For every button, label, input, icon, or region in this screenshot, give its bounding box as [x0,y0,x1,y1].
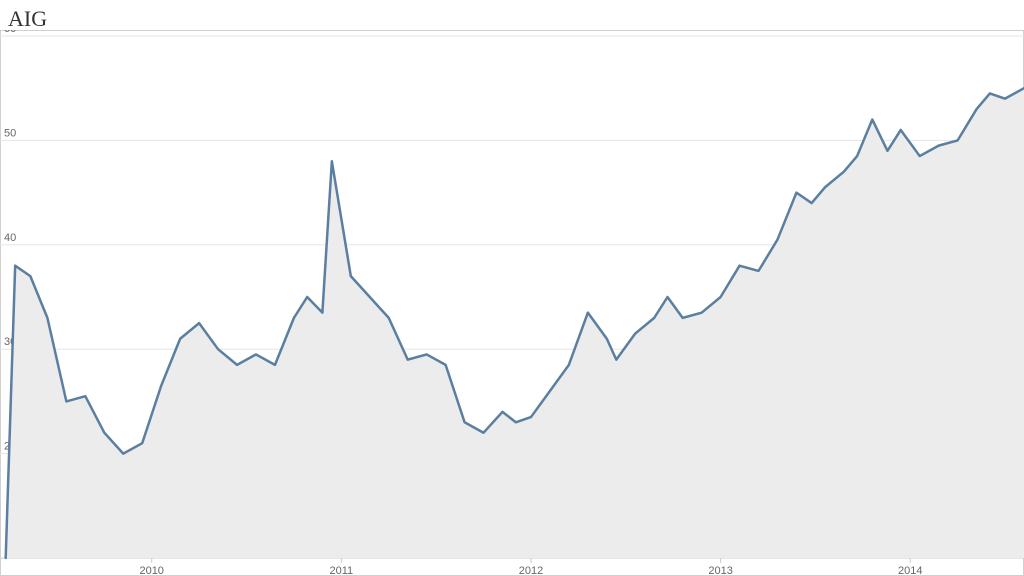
svg-text:2013: 2013 [708,565,732,576]
svg-text:2010: 2010 [139,565,163,576]
svg-text:40: 40 [4,232,16,244]
stock-chart: AIG 203040506020102011201220132014 [0,0,1024,576]
chart-svg: 203040506020102011201220132014 [0,30,1024,576]
svg-text:2012: 2012 [519,565,543,576]
svg-text:2011: 2011 [330,565,354,576]
svg-text:50: 50 [4,127,16,139]
svg-text:2014: 2014 [898,565,922,576]
plot-area: 203040506020102011201220132014 [0,30,1024,576]
chart-title: AIG [8,6,47,32]
svg-text:60: 60 [4,30,16,35]
